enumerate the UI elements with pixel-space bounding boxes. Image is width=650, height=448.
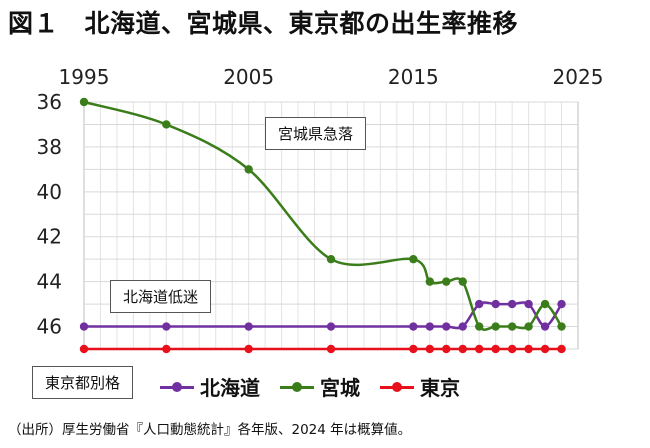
legend-item-tokyo: 東京	[380, 372, 460, 401]
legend-swatch-hokkaido	[160, 379, 194, 395]
legend-label-tokyo: 東京	[420, 376, 460, 400]
data-point-miyagi	[79, 97, 89, 107]
data-point-miyagi	[524, 322, 533, 331]
data-point-tokyo	[507, 344, 517, 354]
legend-swatch-miyagi	[280, 379, 314, 395]
data-point-miyagi	[557, 322, 566, 331]
data-point-miyagi	[162, 120, 171, 129]
data-point-hokkaido	[425, 322, 434, 331]
legend-label-miyagi: 宮城	[320, 376, 360, 400]
y-tick-label: 40	[37, 180, 62, 204]
data-point-tokyo	[540, 344, 550, 354]
data-point-miyagi	[491, 322, 500, 331]
data-point-hokkaido	[475, 299, 484, 309]
x-tick-label: 2015	[388, 65, 439, 89]
data-point-tokyo	[409, 344, 418, 354]
data-point-hokkaido	[491, 299, 500, 309]
data-point-miyagi	[458, 277, 467, 286]
data-point-miyagi	[507, 322, 517, 331]
data-point-hokkaido	[409, 322, 418, 331]
legend-label-hokkaido: 北海道	[200, 376, 260, 400]
data-point-hokkaido	[244, 322, 253, 331]
data-point-hokkaido	[79, 322, 89, 331]
chart-legend: 北海道 宮城 東京	[160, 372, 460, 401]
annotation-tokyo: 東京都別格	[32, 366, 134, 399]
y-tick-label: 42	[37, 225, 62, 249]
y-tick-label: 36	[37, 90, 62, 114]
legend-swatch-tokyo	[380, 379, 414, 395]
data-point-miyagi	[409, 254, 418, 264]
source-note: （出所）厚生労働省『人口動態統計』各年版、2024 年は概算値。	[8, 422, 412, 438]
data-point-miyagi	[475, 322, 484, 331]
data-point-hokkaido	[557, 299, 566, 309]
data-point-hokkaido	[524, 299, 533, 309]
data-point-tokyo	[425, 344, 434, 354]
data-point-tokyo	[442, 344, 451, 354]
data-point-tokyo	[326, 344, 336, 354]
data-point-hokkaido	[326, 322, 336, 331]
data-point-miyagi	[442, 277, 451, 286]
data-point-hokkaido	[162, 322, 171, 331]
data-point-tokyo	[557, 344, 566, 354]
legend-item-miyagi: 宮城	[280, 372, 360, 401]
y-tick-label: 44	[37, 270, 62, 294]
annotation-hokkaido: 北海道低迷	[110, 280, 212, 313]
page-title: 図１ 北海道、宮城県、東京都の出生率推移	[8, 9, 519, 38]
x-tick-label: 1995	[59, 65, 110, 89]
data-point-tokyo	[458, 344, 467, 354]
data-point-miyagi	[540, 299, 550, 309]
annotation-miyagi: 宮城県急落	[265, 117, 367, 150]
data-point-tokyo	[244, 344, 253, 354]
data-point-tokyo	[475, 344, 484, 354]
data-point-tokyo	[491, 344, 500, 354]
x-tick-label: 2005	[223, 65, 274, 89]
y-tick-label: 38	[37, 135, 62, 159]
data-point-miyagi	[326, 254, 336, 264]
legend-item-hokkaido: 北海道	[160, 372, 260, 401]
data-point-miyagi	[244, 165, 253, 174]
data-point-hokkaido	[507, 299, 517, 309]
data-point-hokkaido	[458, 322, 467, 331]
y-tick-label: 46	[37, 315, 62, 339]
x-tick-label: 2025	[553, 65, 604, 89]
data-point-tokyo	[524, 344, 533, 354]
data-point-tokyo	[162, 344, 171, 354]
data-point-hokkaido	[442, 322, 451, 331]
data-point-tokyo	[79, 344, 89, 354]
data-point-hokkaido	[540, 322, 550, 331]
data-point-miyagi	[425, 277, 434, 286]
